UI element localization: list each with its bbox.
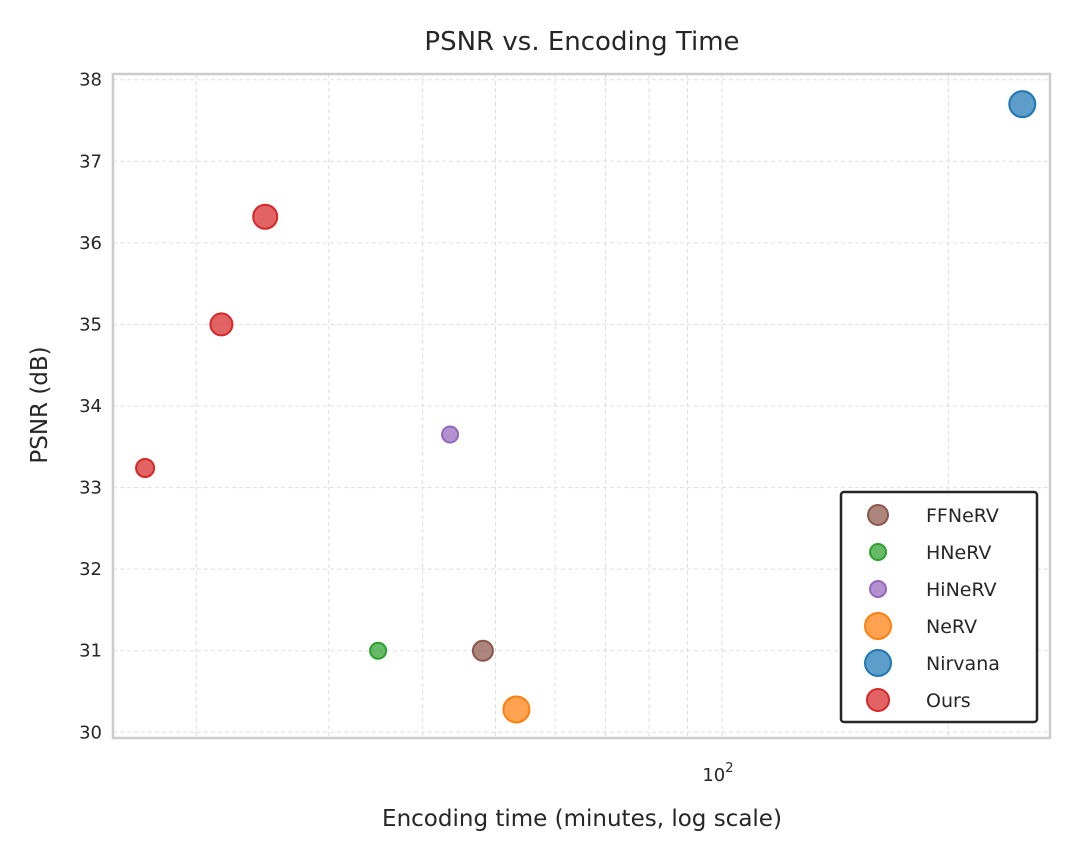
data-point-nirvana [1008, 90, 1037, 119]
legend-marker-nirvana [864, 649, 892, 677]
x-axis-label: Encoding time (minutes, log scale) [382, 806, 782, 832]
legend-label: Ours [926, 690, 971, 712]
legend-label: NeRV [926, 616, 977, 638]
legend-label: HNeRV [926, 542, 991, 564]
data-point-ours [252, 203, 279, 230]
legend-marker-nerv [864, 612, 892, 640]
y-tick-label: 32 [79, 559, 102, 580]
legend-label: Nirvana [926, 653, 1000, 675]
legend-marker-hnerv [869, 543, 887, 561]
legend-marker-ffnerv [867, 504, 889, 526]
data-point-ffnerv [471, 639, 494, 662]
data-point-nerv [502, 695, 531, 724]
y-tick-label: 30 [79, 722, 102, 743]
x-tick-label: 102 [702, 761, 733, 786]
axis-ticks: 30 31 32 33 34 35 36 37 38 102 [79, 70, 733, 786]
chart-title: PSNR vs. Encoding Time [424, 27, 739, 57]
legend-label: FFNeRV [926, 505, 999, 527]
y-tick-label: 38 [79, 70, 102, 91]
data-points [135, 90, 1037, 724]
y-axis-label: PSNR (dB) [27, 346, 53, 463]
y-tick-label: 33 [79, 478, 102, 499]
plot-frame [111, 72, 1052, 740]
y-tick-label: 37 [79, 151, 102, 172]
y-tick-label: 31 [79, 641, 102, 662]
legend: FFNeRV HNeRV HiNeRV NeRV Nirvana Ours [839, 490, 1039, 724]
data-point-ours [135, 457, 156, 478]
legend-marker-ours [866, 688, 890, 712]
data-point-ours [209, 312, 234, 337]
y-tick-label: 36 [79, 233, 102, 254]
data-point-hinerv [441, 425, 460, 444]
legend-marker-hinerv [869, 580, 887, 598]
y-tick-label: 34 [79, 396, 102, 417]
y-tick-label: 35 [79, 314, 102, 335]
legend-label: HiNeRV [926, 579, 997, 601]
data-point-hnerv [369, 641, 388, 660]
